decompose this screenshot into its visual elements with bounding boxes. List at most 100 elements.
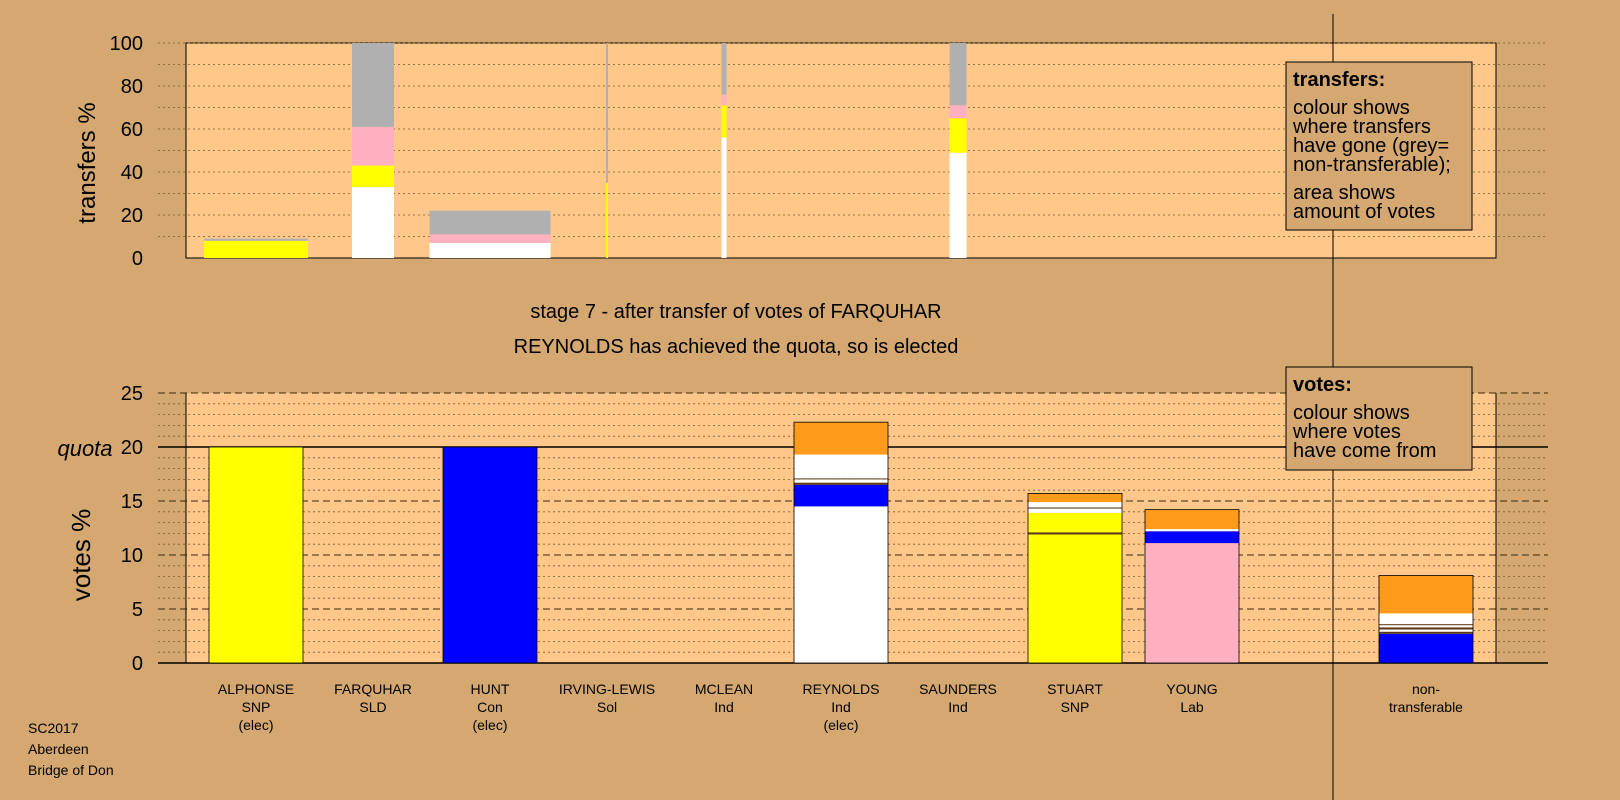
legend-votes-line: colour shows bbox=[1293, 402, 1410, 424]
votes-panel: 0 5 10 15 20 25 quota votes % ALPHONSE SNP (ele… bbox=[57, 383, 1548, 733]
votes-ticks: 0 5 10 15 20 25 bbox=[121, 383, 143, 675]
legend-transfers-line: area shows bbox=[1293, 182, 1395, 204]
votes-x-labels: ALPHONSE SNP (elec) FARQUHAR SLD HUNT Con (elec… bbox=[218, 681, 1463, 733]
candidate-label: Ind bbox=[714, 699, 733, 715]
candidate-label: Ind bbox=[948, 699, 967, 715]
vote-segment bbox=[1379, 624, 1473, 626]
legend-transfers-line: non-transferable); bbox=[1293, 154, 1451, 176]
legend-votes-box bbox=[1285, 366, 1473, 471]
votes-tick-label: 0 bbox=[132, 653, 143, 675]
transfer-segment-hunt bbox=[429, 234, 551, 243]
vote-bar-outline-stuart bbox=[1027, 493, 1123, 664]
candidate-label: Lab bbox=[1180, 699, 1204, 715]
vote-segment bbox=[1379, 613, 1473, 625]
stage-subtitle: REYNOLDS has achieved the quota, so is e… bbox=[514, 336, 959, 358]
vote-segment bbox=[794, 454, 888, 479]
vote-segment bbox=[1028, 508, 1122, 513]
vote-segment bbox=[1379, 575, 1473, 614]
transfers-ticks: 0 20 40 60 80 100 bbox=[110, 33, 143, 270]
candidate-label: Ind bbox=[831, 699, 850, 715]
vote-bar-outline-reynolds bbox=[793, 421, 889, 664]
vote-bar-outline-hunt bbox=[442, 446, 538, 664]
vote-bar-outline-alphonse bbox=[208, 446, 304, 664]
candidate-label: (elec) bbox=[238, 717, 273, 733]
transfer-segment-farquhar bbox=[352, 126, 394, 166]
vote-segment bbox=[794, 479, 888, 483]
vote-segment bbox=[1028, 493, 1122, 503]
transfer-segment-farquhar bbox=[352, 165, 394, 188]
votes-tick-label: 15 bbox=[121, 491, 143, 513]
transfers-tick-label: 20 bbox=[121, 205, 143, 227]
candidate-label: STUART bbox=[1047, 681, 1103, 697]
legend-transfers-box bbox=[1285, 61, 1473, 231]
candidate-label: FARQUHAR bbox=[334, 681, 412, 697]
transfer-segment-mclean bbox=[721, 94, 727, 106]
votes-tick-label: 5 bbox=[132, 599, 143, 621]
candidate-label: Sol bbox=[597, 699, 617, 715]
transfers-bars bbox=[204, 43, 967, 258]
vote-segment bbox=[794, 478, 888, 480]
transfers-tick-label: 100 bbox=[110, 33, 143, 55]
transfer-segment-saunders bbox=[949, 105, 967, 119]
votes-bars bbox=[208, 421, 1474, 664]
candidate-label: SNP bbox=[242, 699, 271, 715]
footer-election: SC2017 bbox=[28, 720, 79, 736]
candidate-label: non- bbox=[1412, 681, 1440, 697]
candidate-label: transferable bbox=[1389, 699, 1463, 715]
legend-votes-line: where votes bbox=[1292, 421, 1401, 443]
right-strip bbox=[1495, 0, 1620, 800]
transfers-tick-label: 60 bbox=[121, 119, 143, 141]
vote-segment bbox=[794, 484, 888, 507]
candidate-label: REYNOLDS bbox=[802, 681, 879, 697]
transfer-segment-alphonse bbox=[204, 240, 308, 258]
candidate-label: IRVING-LEWIS bbox=[559, 681, 655, 697]
vote-segment bbox=[1379, 625, 1473, 628]
transfer-segment-mclean bbox=[721, 137, 727, 258]
stage-title: stage 7 - after transfer of votes of FAR… bbox=[530, 301, 941, 323]
candidate-label: SNP bbox=[1061, 699, 1090, 715]
legend-votes: votes: colour shows where votes have com… bbox=[1285, 366, 1473, 471]
candidate-label: Con bbox=[477, 699, 503, 715]
vote-segment bbox=[794, 482, 888, 485]
vote-segment bbox=[1028, 534, 1122, 663]
vote-segment bbox=[443, 447, 537, 663]
transfer-segment-hunt bbox=[429, 210, 551, 235]
transfer-segment-mclean bbox=[721, 43, 727, 95]
vote-bar-outline-non bbox=[1378, 575, 1474, 664]
footer-ward: Bridge of Don bbox=[28, 762, 114, 778]
legend-transfers-line: where transfers bbox=[1292, 116, 1431, 138]
vote-segment bbox=[1028, 507, 1122, 509]
vote-segment bbox=[1379, 627, 1473, 630]
legend-transfers: transfers: colour shows where transfers … bbox=[1285, 61, 1473, 231]
footer-council: Aberdeen bbox=[28, 741, 89, 757]
legend-transfers-line: colour shows bbox=[1293, 97, 1410, 119]
transfers-tick-label: 0 bbox=[132, 248, 143, 270]
transfers-tick-label: 80 bbox=[121, 76, 143, 98]
transfer-segment-hunt bbox=[429, 242, 551, 258]
transfer-segment-irving-lewis bbox=[606, 43, 608, 183]
vote-segment bbox=[1145, 543, 1239, 663]
transfers-tick-label: 40 bbox=[121, 162, 143, 184]
transfer-segment-saunders bbox=[949, 152, 967, 258]
vote-segment bbox=[1145, 509, 1239, 530]
transfer-segment-saunders bbox=[949, 118, 967, 153]
transfers-y-label: transfers % bbox=[74, 102, 101, 223]
candidate-label: (elec) bbox=[472, 717, 507, 733]
transfer-segment-alphonse bbox=[204, 238, 308, 241]
legend-votes-line: have come from bbox=[1293, 440, 1436, 462]
candidate-label: SLD bbox=[359, 699, 386, 715]
vote-bar-outline-young bbox=[1144, 509, 1240, 664]
votes-tick-label: 10 bbox=[121, 545, 143, 567]
transfer-segment-saunders bbox=[949, 43, 967, 106]
candidate-label: MCLEAN bbox=[695, 681, 753, 697]
vote-segment bbox=[794, 422, 888, 455]
vote-segment bbox=[1379, 633, 1473, 663]
legend-transfers-title: transfers: bbox=[1293, 69, 1385, 91]
candidate-label: (elec) bbox=[823, 717, 858, 733]
candidate-label: YOUNG bbox=[1166, 681, 1217, 697]
vote-segment bbox=[794, 506, 888, 663]
quota-label: quota bbox=[57, 436, 112, 461]
legend-transfers-line: have gone (grey= bbox=[1293, 135, 1449, 157]
vote-segment bbox=[209, 447, 303, 663]
